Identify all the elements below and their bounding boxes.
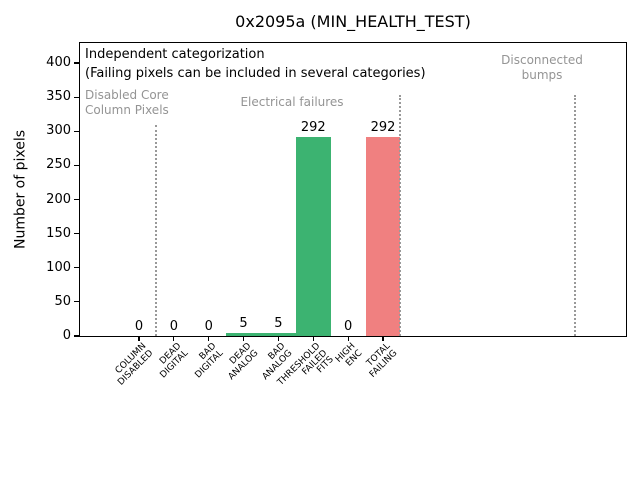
y-tick-mark: [74, 96, 79, 98]
bar-value-label-0: 0: [134, 319, 144, 334]
bar-value-label-4: 5: [274, 315, 283, 331]
annotation-independent-categorization: Independent categorization: [85, 47, 265, 62]
bar-7: [365, 136, 401, 336]
bar-5: [295, 136, 331, 336]
y-tick-label: 350: [46, 89, 71, 105]
x-tick-mark: [242, 336, 245, 341]
bar-value-label-1: 0: [169, 319, 178, 334]
bar-3: [226, 332, 261, 336]
section-label-electrical-failures: Electrical failures: [240, 95, 344, 109]
y-tick-mark: [74, 267, 79, 269]
x-tick-mark: [138, 336, 140, 341]
plot-area: [79, 42, 627, 337]
y-tick-label: 250: [46, 157, 71, 173]
y-tick-label: 150: [46, 225, 71, 241]
x-tick-mark: [277, 336, 279, 341]
x-tick-mark: [208, 336, 210, 341]
y-tick-mark: [74, 233, 79, 235]
y-tick-mark: [74, 62, 79, 64]
y-tick-label: 100: [46, 259, 71, 275]
y-tick-label: 300: [46, 123, 71, 139]
x-tick-mark: [347, 336, 349, 341]
x-tick-mark: [382, 336, 384, 341]
y-axis-label: Number of pixels: [12, 129, 29, 250]
bar-value-label-6: 0: [344, 319, 353, 334]
bar-value-label-5: 292: [300, 119, 326, 135]
bar-value-label-7: 292: [370, 119, 396, 135]
y-tick-label: 200: [46, 191, 71, 207]
y-tick-mark: [74, 335, 79, 337]
y-tick-mark: [74, 130, 79, 132]
y-tick-mark: [74, 164, 79, 166]
section-separator-1: [399, 95, 402, 336]
section-label-disconnected-bumps: Disconnected bumps: [501, 53, 583, 82]
chart-title: 0x2095a (MIN_HEALTH_TEST): [235, 12, 471, 31]
section-separator-2: [573, 95, 576, 336]
annotation-failing-pixels-note: (Failing pixels can be included in sever…: [85, 66, 426, 81]
y-tick-label: 0: [62, 328, 71, 343]
section-label-disabled-core-column-pixels: Disabled Core Column Pixels: [85, 88, 169, 117]
x-tick-mark: [173, 336, 175, 341]
bar-value-label-3: 5: [239, 315, 248, 331]
y-tick-mark: [74, 301, 79, 303]
bar-value-label-2: 0: [204, 319, 213, 334]
y-tick-label: 400: [46, 55, 71, 70]
y-tick-mark: [74, 198, 79, 201]
y-tick-label: 50: [54, 293, 71, 309]
bar-4: [260, 332, 296, 336]
x-tick-mark: [312, 336, 314, 341]
section-separator-0: [155, 125, 158, 336]
